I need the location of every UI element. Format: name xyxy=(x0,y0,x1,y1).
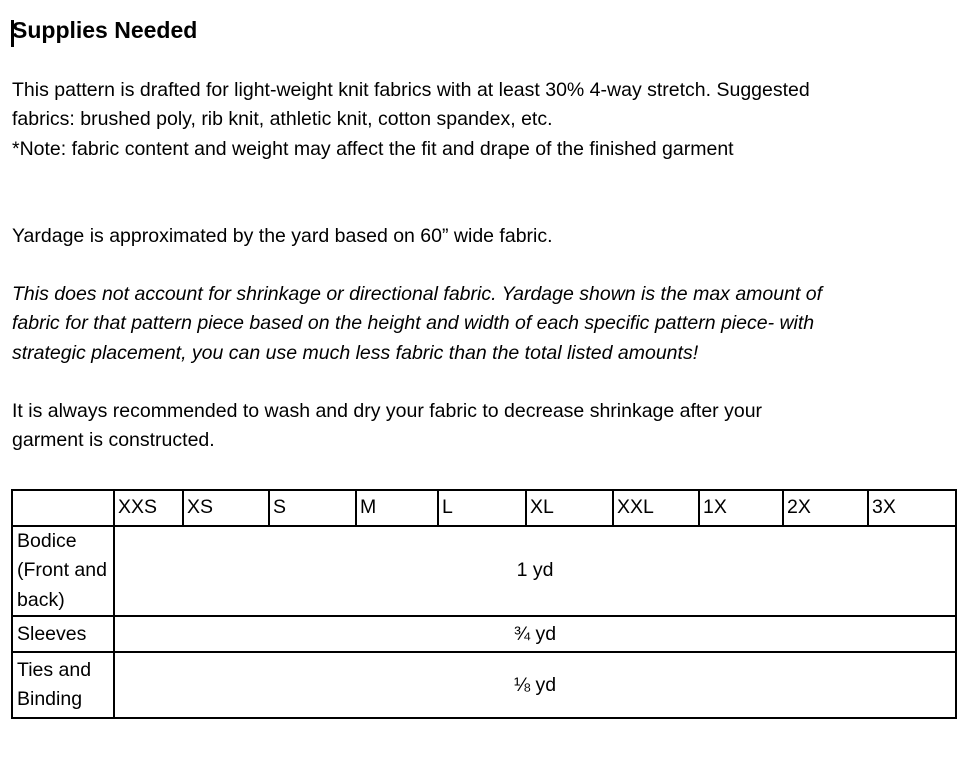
size-header-1x[interactable]: 1X xyxy=(698,489,784,527)
corner-header-cell[interactable] xyxy=(11,489,115,527)
size-header-xxl[interactable]: XXL xyxy=(612,489,700,527)
size-header-row: XXS XS S M L XL XXL 1X 2X 3X xyxy=(11,489,957,527)
page-title[interactable]: Supplies Needed xyxy=(12,17,198,43)
row-label-ties-binding[interactable]: Ties and Binding xyxy=(11,651,115,720)
paragraph-shrinkage-disclaimer[interactable]: This does not account for shrinkage or d… xyxy=(12,283,823,364)
yardage-value-sleeves[interactable]: ¾ yd xyxy=(113,615,957,654)
yardage-value-bodice[interactable]: 1 yd xyxy=(113,524,957,618)
size-header-xl[interactable]: XL xyxy=(525,489,614,527)
yardage-value-ties-binding[interactable]: ⅛ yd xyxy=(113,651,957,720)
paragraph-yardage-note[interactable]: Yardage is approximated by the yard base… xyxy=(12,225,553,247)
size-header-s[interactable]: S xyxy=(268,489,357,527)
table-row-sleeves: Sleeves ¾ yd xyxy=(11,615,957,654)
size-header-l[interactable]: L xyxy=(437,489,527,527)
row-label-sleeves[interactable]: Sleeves xyxy=(11,615,115,654)
size-header-3x[interactable]: 3X xyxy=(867,489,957,527)
size-header-xs[interactable]: XS xyxy=(182,489,270,527)
size-header-2x[interactable]: 2X xyxy=(782,489,869,527)
row-label-bodice[interactable]: Bodice (Front and back) xyxy=(11,524,115,618)
text-cursor xyxy=(11,20,14,47)
size-header-xxs[interactable]: XXS xyxy=(113,489,184,527)
paragraph-wash-recommendation[interactable]: It is always recommended to wash and dry… xyxy=(12,400,763,452)
yardage-table: XXS XS S M L XL XXL 1X 2X 3X Bodice (Fro… xyxy=(11,489,957,720)
paragraph-fabric-intro[interactable]: This pattern is drafted for light-weight… xyxy=(12,79,810,160)
table-row-ties-binding: Ties and Binding ⅛ yd xyxy=(11,651,957,720)
table-row-bodice: Bodice (Front and back) 1 yd xyxy=(11,524,957,618)
size-header-m[interactable]: M xyxy=(355,489,439,527)
